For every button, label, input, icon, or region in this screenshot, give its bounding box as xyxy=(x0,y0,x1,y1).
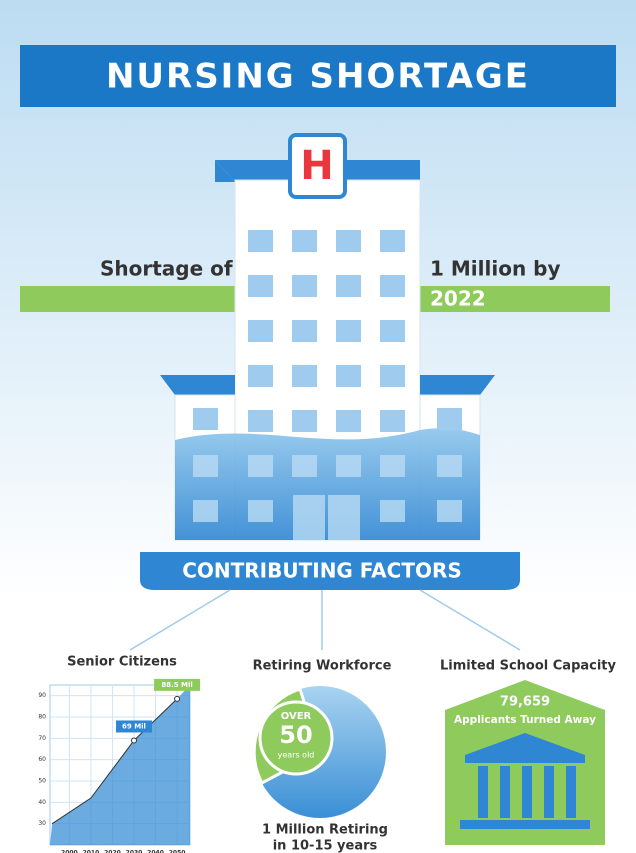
x-tick-label: 2050 xyxy=(169,850,186,853)
factor-title: Senior Citizens xyxy=(67,655,177,670)
badge-number: 50 xyxy=(279,721,312,749)
building: H xyxy=(160,133,495,541)
line xyxy=(51,698,178,825)
banner xyxy=(140,552,520,590)
senior-chart: 30 40 50 60 70 80 90 2000 2010 2020 2030 2040 2050 69… xyxy=(38,678,201,853)
x-tick-label: 2010 xyxy=(83,850,100,853)
label-box xyxy=(116,720,152,733)
value-label: 69 Mil xyxy=(122,722,146,730)
x-tick-label: 2030 xyxy=(126,850,143,853)
x-tick-label: 2040 xyxy=(147,850,164,853)
y-tick-label: 60 xyxy=(38,756,46,763)
banner-text: CONTRIBUTING FACTORS xyxy=(182,559,462,583)
x-tick-label: 2000 xyxy=(61,850,78,853)
school-caption: Applicants Turned Away xyxy=(454,714,596,726)
point xyxy=(174,695,181,702)
school-graphic xyxy=(445,680,605,845)
label-box xyxy=(154,678,201,691)
y-tick-label: 90 xyxy=(38,692,46,699)
badge-bottom: years old xyxy=(278,751,315,760)
badge-top: OVER xyxy=(281,711,312,722)
area-fill xyxy=(50,685,190,845)
hero-right: 1 Million by xyxy=(430,257,561,281)
y-tick-label: 30 xyxy=(38,820,46,827)
pie-graphic xyxy=(252,686,386,818)
value-label: 88.5 Mil xyxy=(161,681,192,689)
svg-text:H: H xyxy=(300,143,333,189)
caption: 1 Million Retiring xyxy=(262,823,388,838)
connectors xyxy=(129,589,521,651)
hero-left: Shortage of xyxy=(100,257,233,281)
factor-title: Retiring Workforce xyxy=(253,659,392,674)
y-tick-label: 70 xyxy=(38,735,46,742)
caption: in 10-15 years xyxy=(273,839,378,853)
hero-year: 2022 xyxy=(430,287,486,311)
point xyxy=(131,737,137,744)
y-tick-label: 80 xyxy=(38,714,46,721)
x-tick-label: 2020 xyxy=(104,850,121,853)
y-tick-label: 40 xyxy=(38,799,46,806)
factor-title: Limited School Capacity xyxy=(440,659,617,674)
title: NURSING SHORTAGE xyxy=(106,57,530,97)
header-bar xyxy=(20,45,616,107)
school-number: 79,659 xyxy=(500,695,550,710)
y-tick-label: 50 xyxy=(38,778,46,785)
